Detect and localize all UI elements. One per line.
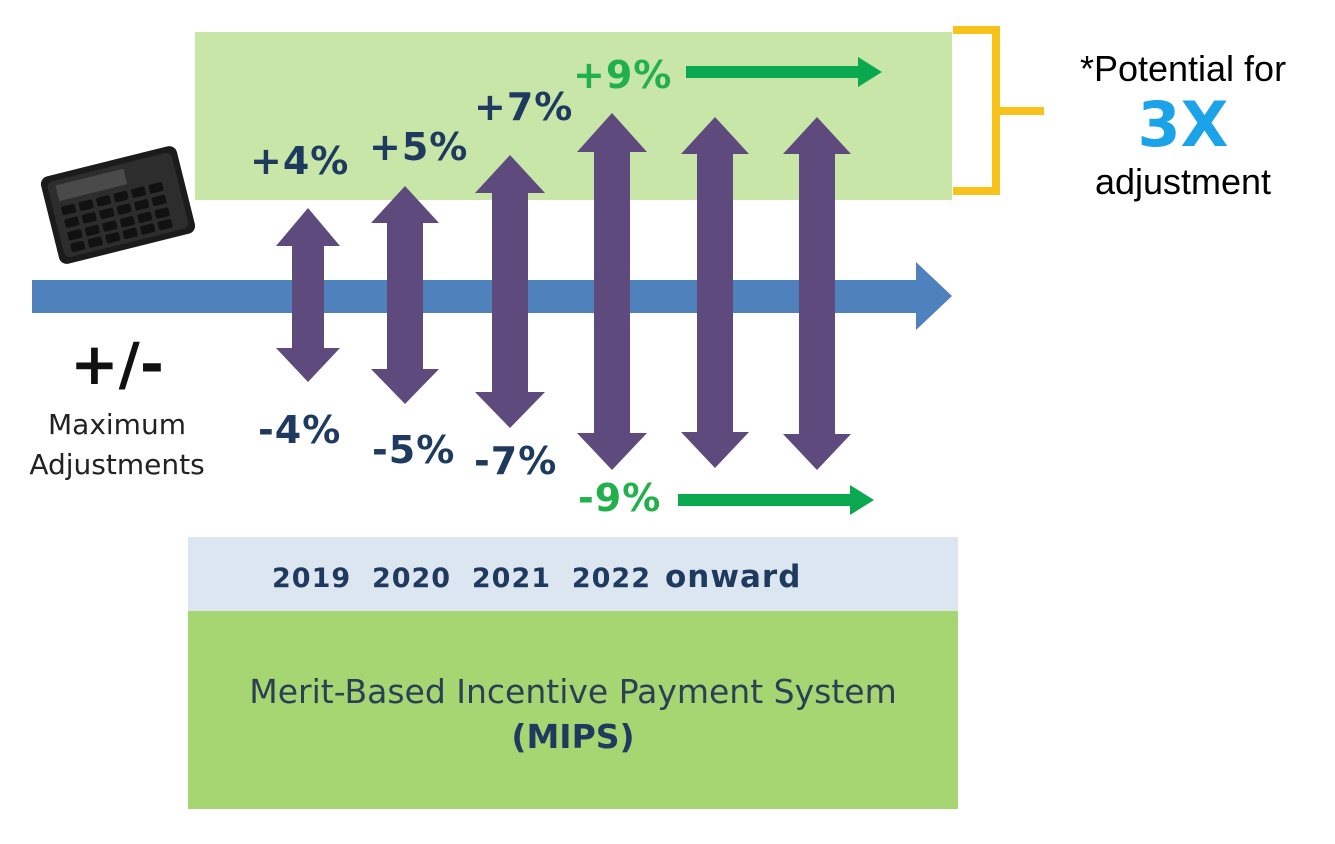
calculator-icon — [40, 146, 196, 264]
year-labels: 2019 2020 2021 2022 onward — [272, 559, 801, 595]
green-arrow-upper — [686, 57, 882, 87]
minus-2020-label: -5% — [372, 428, 455, 472]
max-adjustments-line2: Adjustments — [29, 448, 204, 481]
range-arrow-2019 — [276, 208, 340, 382]
plus-2022-label: +9% — [573, 53, 672, 97]
program-band — [188, 611, 958, 809]
plus-minus-symbol: +/- — [70, 330, 164, 398]
minus-2022-label: -9% — [578, 476, 661, 520]
plus-2020-label: +5% — [369, 125, 468, 169]
three-x-highlight: 3X — [1138, 88, 1229, 161]
range-arrow-2021 — [475, 155, 545, 428]
program-name: Merit-Based Incentive Payment System — [249, 672, 896, 711]
plus-2021-label: +7% — [474, 85, 573, 129]
range-arrows — [276, 113, 851, 470]
year-band — [188, 537, 958, 611]
max-adjustments-line1: Maximum — [48, 408, 186, 441]
potential-line3: adjustment — [1095, 161, 1271, 202]
plus-2019-label: +4% — [250, 139, 349, 183]
years-suffix: onward — [665, 559, 801, 595]
bracket — [953, 26, 1044, 195]
potential-line1: *Potential for — [1080, 48, 1286, 89]
minus-2021-label: -7% — [474, 439, 557, 483]
years-prefix: 2019 2020 2021 2022 — [272, 563, 651, 594]
program-abbr: (MIPS) — [511, 717, 634, 756]
range-arrow-2022a — [577, 113, 647, 470]
minus-2019-label: -4% — [258, 408, 341, 452]
range-arrow-2022c — [783, 117, 851, 470]
range-arrow-2022b — [681, 117, 749, 468]
green-arrow-lower — [678, 485, 874, 515]
range-arrow-2020 — [371, 186, 439, 404]
